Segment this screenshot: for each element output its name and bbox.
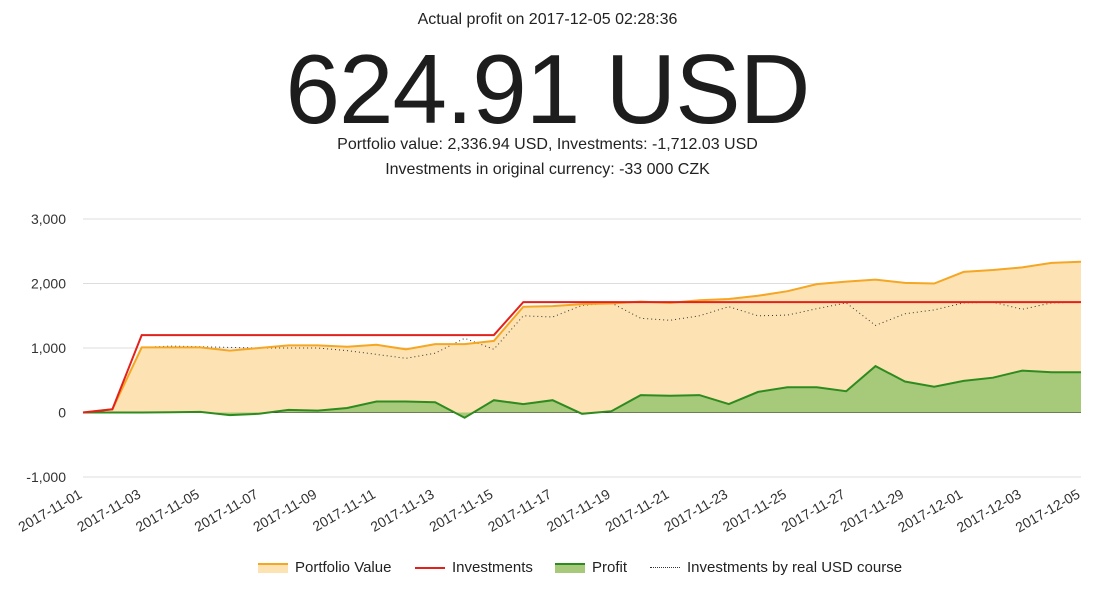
x-tick-label: 2017-11-19: [544, 486, 613, 535]
y-tick-label: -1,000: [26, 469, 66, 485]
x-axis: 2017-11-012017-11-032017-11-052017-11-07…: [15, 486, 1082, 536]
portfolio-value-swatch: [258, 562, 288, 573]
line-layer: [82, 260, 1082, 419]
x-tick-label: 2017-11-03: [74, 486, 143, 535]
profit-area: [83, 366, 1081, 418]
chart-legend[interactable]: Portfolio Value Investments Profit Inves…: [0, 559, 1095, 581]
x-tick-label: 2017-12-01: [895, 486, 965, 536]
legend-label: Portfolio Value: [295, 559, 392, 576]
legend-label: Profit: [592, 559, 628, 576]
legend-item-profit[interactable]: Profit: [555, 559, 627, 576]
x-tick-label: 2017-12-03: [954, 486, 1024, 536]
x-tick-label: 2017-11-09: [250, 486, 319, 535]
y-axis: 3,000 2,000 1,000 0 -1,000: [26, 211, 66, 485]
real-usd-swatch: [650, 567, 680, 568]
x-tick-label: 2017-11-29: [837, 486, 906, 535]
profit-amount: 624.91 USD: [285, 34, 811, 144]
portfolio-value-line: [82, 260, 1082, 414]
legend-item-real-usd[interactable]: Investments by real USD course: [650, 559, 902, 576]
y-tick-label: 0: [58, 405, 66, 421]
x-tick-label: 2017-11-05: [133, 486, 202, 535]
legend-item-portfolio-value[interactable]: Portfolio Value: [258, 559, 391, 576]
profit-timestamp: Actual profit on 2017-12-05 02:28:36: [417, 11, 678, 28]
x-tick-label: 2017-11-13: [368, 486, 437, 535]
y-tick-label: 1,000: [31, 340, 66, 356]
x-tick-label: 2017-11-11: [310, 486, 378, 535]
investments-swatch: [415, 566, 445, 569]
profit-swatch: [555, 562, 585, 573]
x-tick-label: 2017-11-15: [426, 486, 495, 535]
x-tick-label: 2017-11-07: [191, 486, 260, 535]
x-tick-label: 2017-12-05: [1012, 486, 1082, 536]
legend-item-investments[interactable]: Investments: [415, 559, 533, 576]
x-tick-label: 2017-11-25: [720, 486, 789, 535]
x-tick-label: 2017-11-01: [15, 486, 84, 535]
x-tick-label: 2017-11-17: [485, 486, 554, 535]
portfolio-value-area: [83, 261, 1081, 413]
legend-label: Investments by real USD course: [687, 559, 903, 576]
area-layer: [83, 261, 1081, 418]
profit-line: [83, 364, 1081, 419]
y-tick-label: 2,000: [31, 276, 66, 292]
legend-label: Investments: [452, 559, 533, 576]
x-tick-label: 2017-11-23: [661, 486, 730, 535]
investments-line: [82, 301, 1081, 414]
x-tick-label: 2017-11-21: [602, 486, 671, 535]
x-tick-label: 2017-11-27: [779, 486, 848, 535]
original-currency-investments: Investments in original currency: -33 00…: [385, 161, 710, 178]
y-tick-label: 3,000: [31, 211, 66, 227]
portfolio-summary: Portfolio value: 2,336.94 USD, Investmen…: [337, 136, 758, 153]
